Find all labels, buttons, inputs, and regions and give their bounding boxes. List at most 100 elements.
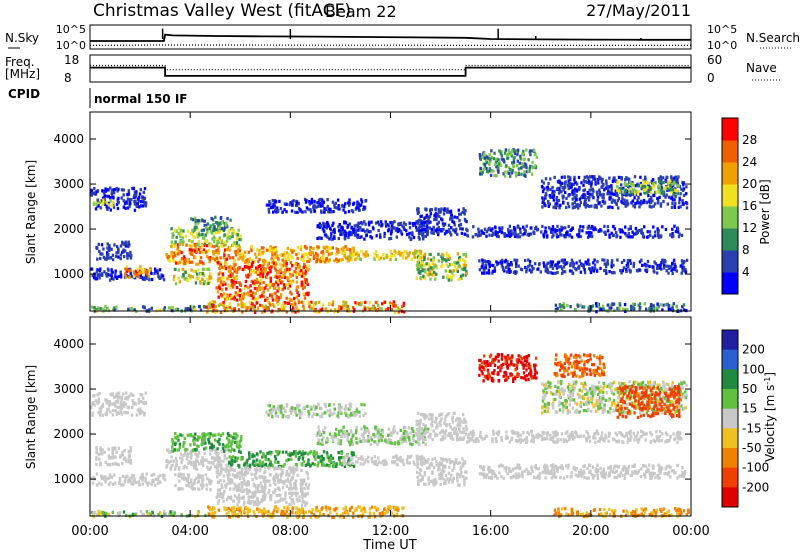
data-cell [646,264,648,267]
data-cell [495,233,497,236]
data-cell [202,272,204,275]
data-cell [129,251,131,254]
data-cell [212,223,214,226]
data-cell [231,448,233,451]
data-cell [441,253,443,256]
data-cell [194,448,196,451]
data-cell [191,232,193,235]
data-cell [507,228,509,231]
data-cell [354,301,356,304]
data-cell [283,307,285,310]
data-cell [588,263,590,266]
data-cell [300,269,302,272]
data-cell [364,301,366,304]
data-cell [633,233,635,236]
data-cell [124,272,126,275]
data-cell [296,286,298,289]
data-cell [643,225,645,228]
data-cell [389,258,391,261]
data-cell [236,434,238,437]
data-cell [195,219,197,222]
data-cell [632,306,634,309]
data-cell [268,200,270,203]
data-cell [462,253,464,256]
data-cell [283,262,285,265]
data-cell [322,222,324,225]
data-cell [641,264,643,267]
data-cell [101,405,103,408]
data-cell [210,244,212,247]
data-cell [296,202,298,205]
data-cell [445,269,447,272]
data-cell [300,245,302,248]
data-cell [120,483,122,486]
data-cell [201,442,203,445]
data-cell [266,273,268,276]
data-cell [196,444,198,447]
data-cell [290,292,292,295]
data-cell [234,460,236,463]
data-cell [393,220,395,223]
data-cell [328,302,330,305]
data-cell [309,248,311,251]
data-cell [286,297,288,300]
data-cell [432,259,434,262]
data-cell [167,256,169,259]
data-cell [481,231,483,234]
data-cell [117,197,119,200]
data-cell [329,247,331,250]
data-cell [545,193,547,196]
data-cell [527,233,529,236]
data-cell [373,258,375,261]
data-cell [228,441,230,444]
data-cell [507,157,509,160]
data-cell [402,256,404,259]
data-cell [590,188,592,191]
data-cell [676,270,678,273]
data-cell [525,166,527,169]
data-cell [284,286,286,289]
data-cell [117,406,119,409]
data-cell [511,263,513,266]
data-cell [159,474,161,477]
data-cell [670,233,672,236]
data-cell [518,167,520,170]
data-cell [602,184,604,187]
data-cell [303,452,305,455]
data-cell [112,452,114,455]
data-cell [501,261,503,264]
data-cell [569,182,571,185]
data-cell [226,240,228,243]
data-cell [253,269,255,272]
data-cell [630,262,632,265]
data-cell [293,450,295,453]
data-cell [179,457,181,460]
data-cell [218,273,220,276]
data-cell [504,171,506,174]
data-cell [484,157,486,160]
data-cell [254,280,256,283]
data-cell [312,251,314,254]
data-cell [326,454,328,457]
data-cell [185,271,187,274]
data-cell [319,236,321,239]
data-cell [619,302,621,305]
data-cell [660,234,662,237]
data-cell [650,196,652,199]
data-cell [505,259,507,262]
data-cell [571,191,573,194]
data-cell [240,438,242,441]
data-cell [508,271,510,274]
data-cell [222,301,224,304]
data-cell [416,277,418,280]
data-cell [573,178,575,181]
data-cell [683,260,685,263]
data-cell [219,226,221,229]
data-cell [426,225,428,228]
data-cell [185,235,187,238]
data-cell [512,232,514,235]
data-cell [112,258,114,261]
data-cell [340,307,342,310]
data-cell [557,261,559,264]
data-cell [296,463,298,466]
